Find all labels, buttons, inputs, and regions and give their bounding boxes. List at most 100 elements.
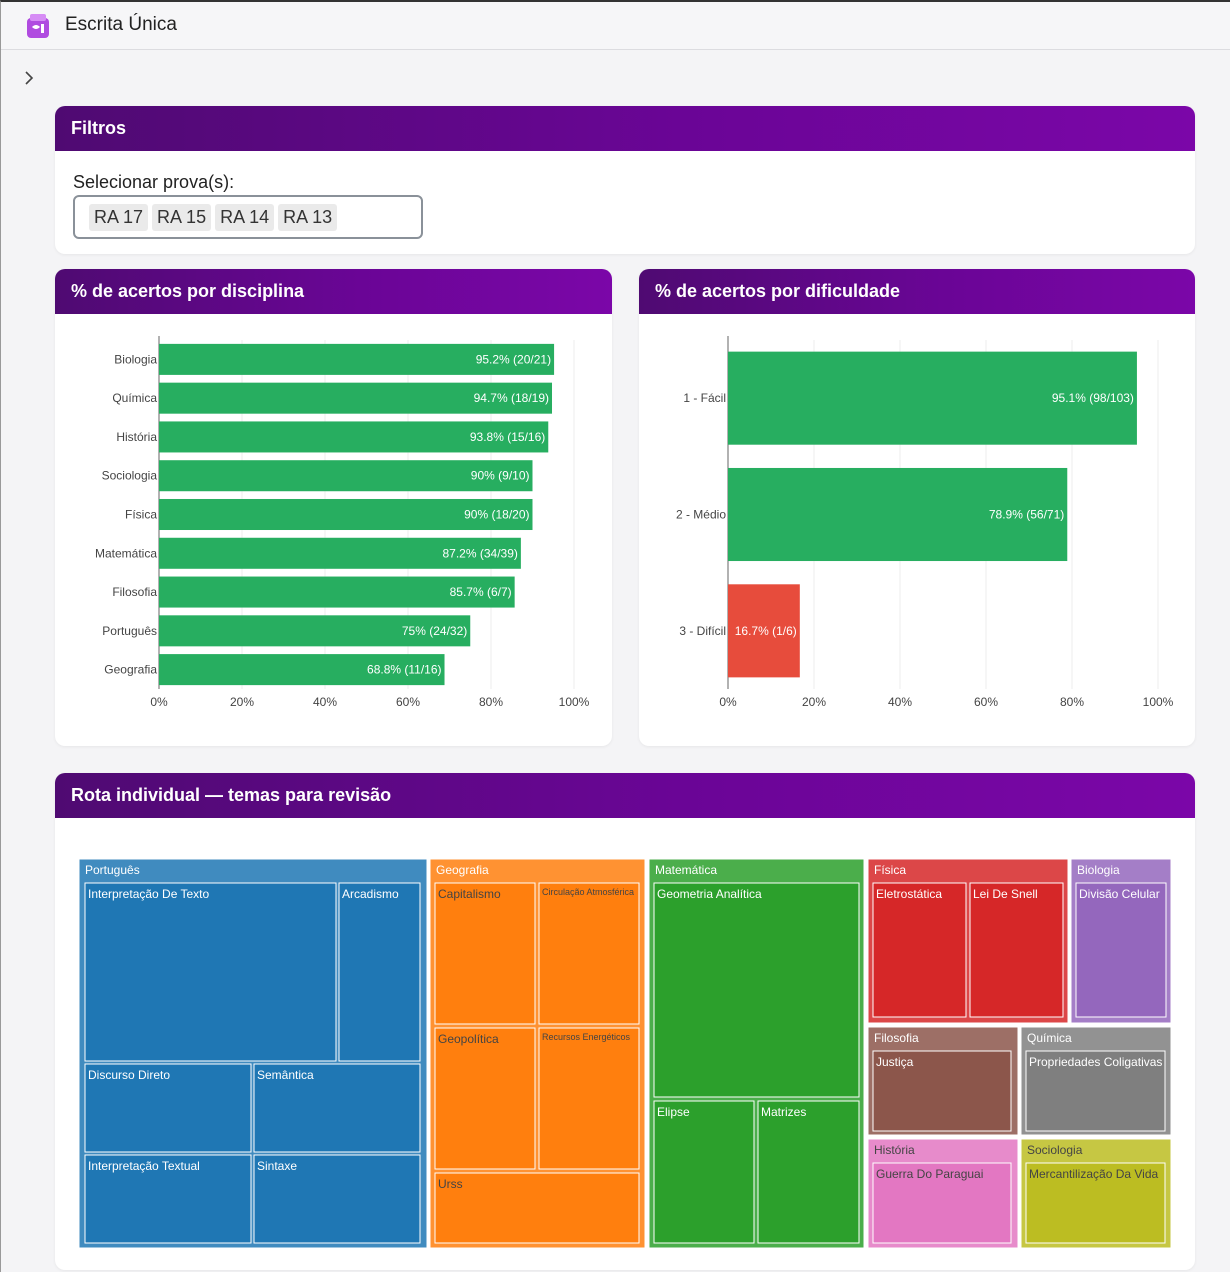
treemap-group-biologia[interactable]: Biologia Divisão Celular bbox=[1070, 858, 1172, 1024]
treemap-tile-elipse[interactable] bbox=[653, 1100, 755, 1244]
discipline-bar-filosofia[interactable] bbox=[159, 576, 515, 608]
difficulty-bar-1-facil[interactable] bbox=[728, 351, 1137, 445]
exam-chip[interactable]: RA 17 bbox=[89, 203, 149, 231]
treemap-tile-label: Interpretação Textual bbox=[88, 1159, 200, 1173]
treemap-tile-label: Circulação Atmosférica bbox=[542, 887, 634, 897]
difficulty-x-tick-label: 60% bbox=[974, 695, 998, 709]
treemap-tile-propriedades-coligativas[interactable] bbox=[1025, 1050, 1166, 1132]
treemap-tile-label: Lei De Snell bbox=[973, 887, 1038, 901]
exam-chip[interactable]: RA 13 bbox=[278, 203, 338, 231]
treemap-parent-label: Física bbox=[874, 863, 906, 877]
treemap-group-matematica[interactable]: Matemática Geometria Analítica Elipse Matri… bbox=[648, 858, 865, 1249]
treemap-tile-label: Eletrostática bbox=[876, 887, 942, 901]
discipline-category-label: Física bbox=[125, 508, 157, 522]
discipline-bar-fisica[interactable] bbox=[159, 498, 533, 531]
difficulty-chart-card: % de acertos por dificuldade 0% 20% 40% 60%… bbox=[639, 269, 1195, 746]
treemap-group-historia[interactable]: História Guerra Do Paraguai bbox=[867, 1138, 1019, 1249]
discipline-category-label: Português bbox=[102, 624, 157, 638]
treemap-tile-capitalismo[interactable] bbox=[434, 882, 536, 1025]
exam-select-label: Selecionar prova(s): bbox=[73, 172, 235, 192]
discipline-category-label: Química bbox=[112, 391, 157, 405]
treemap-tile-justica[interactable] bbox=[872, 1050, 1012, 1132]
discipline-category-label: Filosofia bbox=[112, 585, 157, 599]
treemap-tile-label: Recursos Energéticos bbox=[542, 1032, 631, 1042]
treemap-tile-circulacao-atmosferica[interactable] bbox=[538, 882, 640, 1025]
review-route-card: Rota individual — temas para revisão Por… bbox=[55, 773, 1195, 1270]
treemap-tile-mercantilizacao-da-vida[interactable] bbox=[1025, 1162, 1166, 1244]
discipline-bar-geografia[interactable] bbox=[159, 654, 445, 686]
difficulty-x-tick-label: 80% bbox=[1060, 695, 1084, 709]
difficulty-x-tick-label: 20% bbox=[802, 695, 826, 709]
treemap-tile-semantica[interactable] bbox=[253, 1063, 421, 1153]
difficulty-x-tick-label: 40% bbox=[888, 695, 912, 709]
treemap-tile-label: Mercantilização Da Vida bbox=[1029, 1167, 1159, 1181]
difficulty-bar-value-label: 16.7% (1/6) bbox=[735, 624, 797, 638]
discipline-bar-value-label: 90% (9/10) bbox=[471, 469, 530, 483]
treemap-tile-label: Elipse bbox=[657, 1105, 690, 1119]
discipline-bar-portugues[interactable] bbox=[159, 615, 471, 647]
discipline-bar-quimica[interactable] bbox=[159, 382, 553, 414]
review-treemap: Português Interpretação De Texto Arcadismo… bbox=[73, 834, 1177, 1254]
treemap-tile-label: Geometria Analítica bbox=[657, 887, 762, 901]
exam-multiselect[interactable]: RA 17 RA 15 RA 14 RA 13 bbox=[73, 195, 423, 239]
treemap-tile-label: Urss bbox=[438, 1177, 463, 1191]
discipline-bar-biologia[interactable] bbox=[159, 343, 555, 375]
discipline-x-tick-label: 20% bbox=[230, 695, 254, 709]
treemap-tile-matrizes[interactable] bbox=[757, 1100, 860, 1244]
treemap-tile-guerra-do-paraguai[interactable] bbox=[872, 1162, 1012, 1244]
treemap-tile-geometria-analitica[interactable] bbox=[653, 882, 860, 1098]
treemap-group-fisica[interactable]: Física Eletrostática Lei De Snell bbox=[867, 858, 1069, 1024]
discipline-x-tick-label: 80% bbox=[479, 695, 503, 709]
treemap-tile-label: Propriedades Coligativas bbox=[1029, 1055, 1162, 1069]
discipline-bar-matematica[interactable] bbox=[159, 537, 521, 569]
treemap-tile-interpretacao-de-texto[interactable] bbox=[84, 882, 337, 1062]
difficulty-bar-value-label: 78.9% (56/71) bbox=[989, 508, 1064, 522]
exam-chip[interactable]: RA 15 bbox=[152, 203, 212, 231]
treemap-group-geografia[interactable]: Geografia Capitalismo Circulação Atmosféri… bbox=[429, 858, 646, 1249]
treemap-tile-sintaxe[interactable] bbox=[253, 1154, 421, 1244]
treemap-tile-geopolitica[interactable] bbox=[434, 1027, 536, 1170]
difficulty-x-tick-label: 100% bbox=[1143, 695, 1174, 709]
review-route-header: Rota individual — temas para revisão bbox=[55, 773, 1195, 818]
difficulty-category-label: 2 - Médio bbox=[676, 508, 726, 522]
treemap-tile-discurso-direto[interactable] bbox=[84, 1063, 252, 1153]
treemap-group-filosofia[interactable]: Filosofia Justiça bbox=[867, 1026, 1019, 1136]
discipline-category-label: Matemática bbox=[95, 546, 157, 560]
treemap-tile-label: Sintaxe bbox=[257, 1159, 297, 1173]
treemap-parent-label: Sociologia bbox=[1027, 1143, 1083, 1157]
treemap-parent-label: Português bbox=[85, 863, 140, 877]
discipline-bar-value-label: 85.7% (6/7) bbox=[450, 585, 512, 599]
discipline-bar-sociologia[interactable] bbox=[159, 460, 533, 492]
treemap-tile-label: Geopolítica bbox=[438, 1032, 499, 1046]
treemap-group-portugues[interactable]: Português Interpretação De Texto Arcadismo… bbox=[78, 858, 428, 1249]
treemap-tile-interpretacao-textual[interactable] bbox=[84, 1154, 252, 1244]
treemap-tile-divisao-celular[interactable] bbox=[1075, 882, 1167, 1018]
difficulty-bar-3-dificil[interactable] bbox=[728, 584, 800, 678]
treemap-tile-lei-de-snell[interactable] bbox=[969, 882, 1064, 1018]
filters-card: Filtros Selecionar prova(s): RA 17 RA 15… bbox=[55, 106, 1195, 254]
treemap-parent-label: Geografia bbox=[436, 863, 489, 877]
difficulty-category-label: 3 - Difícil bbox=[679, 624, 726, 638]
difficulty-x-tick-label: 0% bbox=[719, 695, 737, 709]
difficulty-chart-header: % de acertos por dificuldade bbox=[639, 269, 1195, 314]
treemap-tile-urss[interactable] bbox=[434, 1172, 640, 1244]
treemap-tile-label: Discurso Direto bbox=[88, 1068, 170, 1082]
treemap-parent-label: Química bbox=[1027, 1031, 1072, 1045]
difficulty-category-label: 1 - Fácil bbox=[683, 391, 726, 405]
treemap-group-quimica[interactable]: Química Propriedades Coligativas bbox=[1020, 1026, 1172, 1136]
treemap-tile-label: Interpretação De Texto bbox=[88, 887, 210, 901]
difficulty-bar-2-medio[interactable] bbox=[728, 467, 1068, 562]
discipline-category-label: Geografia bbox=[104, 663, 157, 677]
treemap-tile-label: Arcadismo bbox=[342, 887, 399, 901]
discipline-bar-value-label: 75% (24/32) bbox=[402, 624, 467, 638]
sidebar-toggle-chevron-right-icon[interactable] bbox=[19, 66, 39, 90]
exam-chip[interactable]: RA 14 bbox=[215, 203, 275, 231]
treemap-tile-label: Matrizes bbox=[761, 1105, 806, 1119]
treemap-tile-arcadismo[interactable] bbox=[338, 882, 421, 1062]
treemap-group-sociologia[interactable]: Sociologia Mercantilização Da Vida bbox=[1020, 1138, 1172, 1249]
discipline-bar-value-label: 68.8% (11/16) bbox=[367, 663, 442, 677]
treemap-tile-recursos-energeticos[interactable] bbox=[538, 1027, 640, 1170]
treemap-tile-eletrostatica[interactable] bbox=[872, 882, 967, 1018]
discipline-bar-historia[interactable] bbox=[159, 421, 549, 453]
discipline-x-tick-label: 0% bbox=[150, 695, 168, 709]
